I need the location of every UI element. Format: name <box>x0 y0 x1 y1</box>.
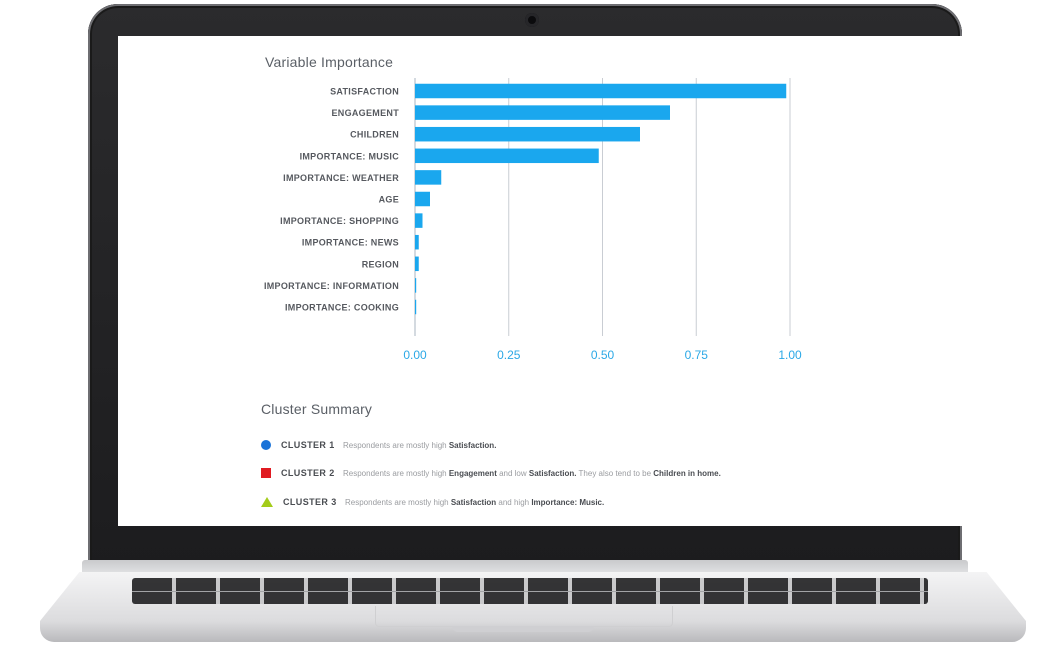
y-category-label: SATISFACTION <box>330 87 399 97</box>
camera-icon <box>525 13 539 27</box>
bar[interactable] <box>415 126 640 142</box>
bar[interactable] <box>415 191 430 207</box>
bar[interactable] <box>415 170 442 185</box>
x-tick-label: 0.25 <box>497 348 521 362</box>
y-category-label: REGION <box>362 259 399 269</box>
circle-marker-icon <box>261 440 271 450</box>
triangle-marker-icon <box>261 497 273 507</box>
x-tick-label: 0.00 <box>403 348 427 362</box>
variable-importance-chart: 0.00 0.25 0.50 0.75 1.00 SATISFACTION ENGAGEME… <box>264 78 802 362</box>
square-marker-icon <box>261 468 271 478</box>
cluster-name: CLUSTER 2 <box>281 468 335 478</box>
bar[interactable] <box>415 213 423 228</box>
y-category-label: IMPORTANCE: INFORMATION <box>264 281 399 291</box>
bar[interactable] <box>415 278 417 293</box>
bar[interactable] <box>415 256 419 272</box>
bar[interactable] <box>415 148 599 164</box>
chart-title: Variable Importance <box>265 54 394 70</box>
y-category-label: IMPORTANCE: SHOPPING <box>280 216 399 226</box>
y-category-label: AGE <box>379 195 399 205</box>
laptop-keyboard <box>132 578 928 604</box>
cluster-name: CLUSTER 3 <box>283 497 337 507</box>
bar[interactable] <box>415 83 787 99</box>
y-category-label: CHILDREN <box>350 130 399 140</box>
screen: Variable Importance 0.00 0.25 0.50 0.75 1.00… <box>118 36 967 526</box>
cluster-description: Respondents are mostly high Satisfaction… <box>343 440 497 450</box>
x-tick-label: 0.75 <box>685 348 709 362</box>
y-category-label: IMPORTANCE: MUSIC <box>300 151 400 161</box>
y-category-label: ENGAGEMENT <box>331 108 399 118</box>
bar[interactable] <box>415 234 419 250</box>
cluster-row: CLUSTER 2 Respondents are mostly high Eng… <box>261 466 721 480</box>
cluster-description: Respondents are mostly high Satisfaction… <box>345 497 605 507</box>
x-tick-label: 0.50 <box>591 348 615 362</box>
bar[interactable] <box>415 105 670 120</box>
cluster-name: CLUSTER 1 <box>281 440 335 450</box>
cluster-summary-title: Cluster Summary <box>261 401 373 417</box>
y-category-label: IMPORTANCE: COOKING <box>285 303 399 313</box>
laptop-trackpad <box>375 606 673 627</box>
laptop-front-notch <box>452 626 594 632</box>
y-category-label: IMPORTANCE: WEATHER <box>283 173 399 183</box>
cluster-row: CLUSTER 1 Respondents are mostly high Sat… <box>261 438 496 452</box>
x-tick-label: 1.00 <box>778 348 802 362</box>
cluster-row: CLUSTER 3 Respondents are mostly high Sat… <box>261 495 604 509</box>
cluster-description: Respondents are mostly high Engagement a… <box>343 468 721 478</box>
y-category-label: IMPORTANCE: NEWS <box>302 238 399 248</box>
bar[interactable] <box>415 299 417 315</box>
